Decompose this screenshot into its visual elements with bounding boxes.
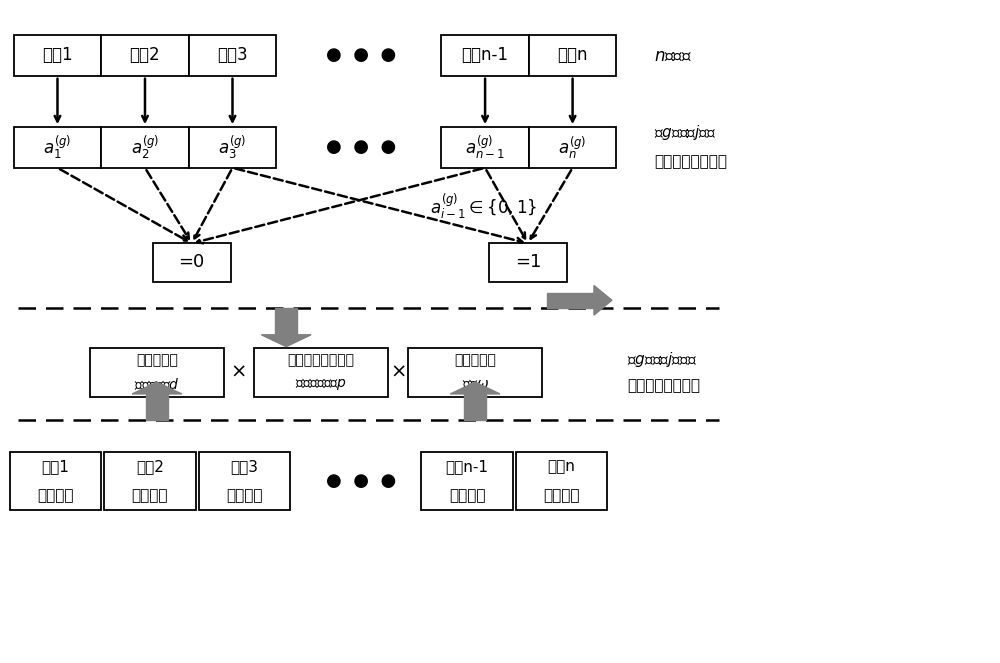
Text: 特征向量: 特征向量 <box>449 489 485 503</box>
Bar <box>189 127 276 168</box>
Text: $a_{i-1}^{(g)}\in\{0,1\}$: $a_{i-1}^{(g)}\in\{0,1\}$ <box>430 192 538 221</box>
Text: 特征向量: 特征向量 <box>226 489 263 503</box>
Text: 电池2: 电池2 <box>136 459 164 475</box>
Bar <box>547 293 594 308</box>
Bar <box>14 127 101 168</box>
Bar <box>441 127 529 168</box>
Bar <box>153 243 231 282</box>
Text: 电夆3: 电夆3 <box>217 46 248 64</box>
Text: 电池n-1: 电池n-1 <box>462 46 509 64</box>
Text: 个体的目标函数值: 个体的目标函数值 <box>627 378 700 393</box>
Bar <box>189 35 276 76</box>
Bar <box>529 127 616 168</box>
Bar <box>10 452 101 511</box>
Text: 第$g$代、第$j$个编: 第$g$代、第$j$个编 <box>654 123 716 143</box>
Bar <box>489 243 567 282</box>
Bar <box>104 452 196 511</box>
Text: 特征向量: 特征向量 <box>37 489 74 503</box>
Text: $a_n^{(g)}$: $a_n^{(g)}$ <box>558 135 587 160</box>
Text: =0: =0 <box>179 253 205 271</box>
Bar <box>14 35 101 76</box>
Text: ●  ●  ●: ● ● ● <box>326 473 396 491</box>
Bar <box>199 452 290 511</box>
Polygon shape <box>261 335 311 347</box>
Bar <box>101 35 189 76</box>
Bar <box>90 347 224 397</box>
Bar <box>254 347 388 397</box>
Bar <box>408 347 542 397</box>
Bar <box>529 35 616 76</box>
Text: $a_{n-1}^{(g)}$: $a_{n-1}^{(g)}$ <box>465 133 505 162</box>
Text: 电池间距离$d$: 电池间距离$d$ <box>134 376 180 392</box>
Text: 权重$\omega$: 权重$\omega$ <box>462 377 489 391</box>
Text: 电池3: 电池3 <box>230 459 258 475</box>
Text: 特征向量: 特征向量 <box>543 489 580 503</box>
Text: $a_1^{(g)}$: $a_1^{(g)}$ <box>43 133 72 162</box>
Bar <box>516 452 607 511</box>
Polygon shape <box>594 286 612 315</box>
Bar <box>441 35 529 76</box>
Bar <box>146 394 168 420</box>
Text: 第$g$代、第$j$个编码: 第$g$代、第$j$个编码 <box>627 349 697 369</box>
Text: $a_3^{(g)}$: $a_3^{(g)}$ <box>218 133 247 162</box>
Bar <box>101 127 189 168</box>
Text: ●  ●  ●: ● ● ● <box>326 46 396 64</box>
Text: 码串的二进制编码: 码串的二进制编码 <box>654 154 727 169</box>
Text: 特征空间下: 特征空间下 <box>136 353 178 367</box>
Bar <box>464 394 486 420</box>
Text: 特征向量: 特征向量 <box>132 489 168 503</box>
Text: $n$个电池: $n$个电池 <box>654 46 692 64</box>
Text: 二进制编码个体下: 二进制编码个体下 <box>288 353 355 367</box>
Text: =1: =1 <box>515 253 541 271</box>
Text: 电池n: 电池n <box>548 459 576 475</box>
Text: 电池n: 电池n <box>557 46 588 64</box>
Text: ●  ●  ●: ● ● ● <box>326 139 396 156</box>
Text: ×: × <box>390 363 406 382</box>
Bar <box>275 308 297 335</box>
Text: 电池n-1: 电池n-1 <box>446 459 489 475</box>
Polygon shape <box>450 382 500 394</box>
Text: 电池1: 电池1 <box>42 459 69 475</box>
Text: $a_2^{(g)}$: $a_2^{(g)}$ <box>131 133 159 162</box>
Text: 电池间匹配度$p$: 电池间匹配度$p$ <box>295 377 347 392</box>
Text: 电夆2: 电夆2 <box>130 46 160 64</box>
Text: ×: × <box>231 363 247 382</box>
Text: 电夆1: 电夆1 <box>42 46 73 64</box>
Text: 电池个体的: 电池个体的 <box>454 353 496 367</box>
Bar <box>421 452 513 511</box>
Polygon shape <box>132 382 182 394</box>
